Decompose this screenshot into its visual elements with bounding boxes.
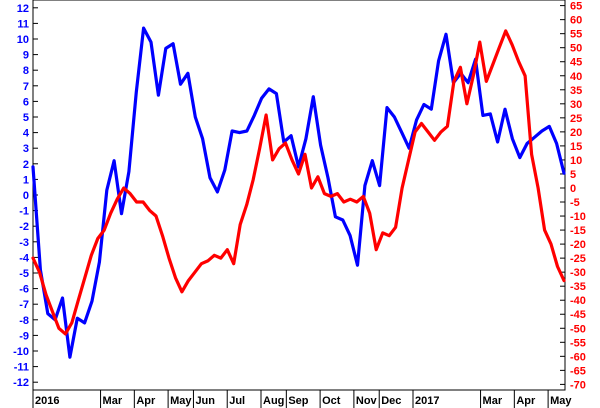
right-tick-label: 35 <box>570 85 582 97</box>
left-tick-label: -2 <box>19 221 29 233</box>
right-tick-label: 40 <box>570 71 582 83</box>
x-tick-label: Sep <box>288 395 308 407</box>
x-tick-label: Apr <box>516 395 536 407</box>
right-y-axis: 65605550454035302520151050-5-10-15-20-25… <box>560 1 586 391</box>
right-tick-label: 50 <box>570 43 582 55</box>
x-tick-label: May <box>550 395 572 407</box>
right-tick-label: -20 <box>570 239 586 251</box>
right-tick-label: 30 <box>570 99 582 111</box>
series-group <box>31 26 566 359</box>
left-tick-label: -6 <box>19 284 29 296</box>
right-tick-label: 0 <box>570 183 576 195</box>
right-tick-label: 5 <box>570 169 576 181</box>
left-tick-label: -3 <box>19 237 29 249</box>
left-tick-label: 10 <box>17 34 29 46</box>
left-tick-label: 7 <box>23 81 29 93</box>
left-tick-label: 2 <box>23 159 29 171</box>
x-tick-label: 2016 <box>35 395 59 407</box>
left-tick-label: -5 <box>19 268 29 280</box>
right-tick-label: -15 <box>570 225 586 237</box>
left-tick-label: 8 <box>23 65 29 77</box>
x-axis: 2016 Mar Apr May Jun Jul Aug Sep Oct Nov Dec 2017 Ma… <box>32 390 572 408</box>
left-tick-label: 0 <box>23 190 29 202</box>
right-tick-label: -60 <box>570 351 586 363</box>
left-tick-label: 11 <box>17 18 29 30</box>
right-tick-label: 10 <box>570 155 582 167</box>
x-tick-label: Aug <box>263 395 284 407</box>
left-tick-label: 5 <box>23 112 29 124</box>
right-tick-label: -70 <box>570 379 586 391</box>
left-tick-label: 6 <box>23 96 29 108</box>
left-tick-label: -8 <box>19 315 29 327</box>
left-tick-label: 9 <box>23 50 29 62</box>
right-tick-label: 45 <box>570 57 582 69</box>
right-tick-label: -5 <box>570 197 580 209</box>
left-tick-label: -11 <box>14 362 29 374</box>
right-tick-label: -40 <box>570 295 586 307</box>
right-tick-label: -65 <box>570 365 586 377</box>
right-tick-label: 55 <box>570 29 582 41</box>
left-tick-label: 3 <box>23 143 29 155</box>
right-tick-label: 25 <box>570 113 582 125</box>
x-tick-label: Mar <box>483 395 503 407</box>
left-tick-label: 4 <box>23 128 30 140</box>
right-tick-label: 60 <box>570 15 582 27</box>
right-tick-label: -50 <box>570 323 586 335</box>
left-tick-label: -9 <box>19 330 29 342</box>
right-tick-label: 15 <box>570 141 582 153</box>
left-tick-label: -1 <box>19 206 29 218</box>
x-tick-label: Dec <box>381 395 401 407</box>
x-tick-label: 2017 <box>415 395 439 407</box>
right-tick-label: -45 <box>570 309 586 321</box>
left-tick-label: -12 <box>13 377 29 389</box>
right-tick-label: -10 <box>570 211 586 223</box>
x-tick-label: Jul <box>229 395 245 407</box>
x-tick-label: Nov <box>356 395 378 407</box>
right-tick-label: 65 <box>570 1 582 13</box>
x-tick-label: Apr <box>136 395 156 407</box>
right-tick-label: -25 <box>570 253 586 265</box>
x-tick-label: Mar <box>103 395 123 407</box>
x-tick-label: May <box>170 395 192 407</box>
left-tick-label: 1 <box>23 174 29 186</box>
left-y-axis: 1211109876543210-1-2-3-4-5-6-7-8-9-10-11… <box>13 3 38 389</box>
right-tick-label: 20 <box>570 127 582 139</box>
left-tick-label: -7 <box>19 299 29 311</box>
right-tick-label: -55 <box>570 337 586 349</box>
x-tick-label: Jun <box>195 395 215 407</box>
left-tick-label: 12 <box>17 3 29 15</box>
red-series-line <box>31 29 566 336</box>
left-tick-label: -10 <box>13 346 29 358</box>
right-tick-label: -35 <box>570 281 586 293</box>
left-tick-label: -4 <box>19 252 30 264</box>
x-tick-label: Oct <box>322 395 341 407</box>
right-tick-label: -30 <box>570 267 586 279</box>
